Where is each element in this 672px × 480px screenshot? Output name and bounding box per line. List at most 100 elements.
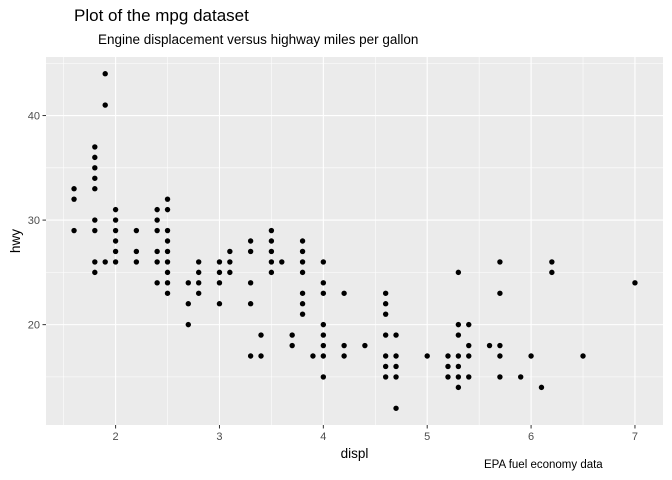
data-point bbox=[538, 384, 545, 391]
data-point bbox=[195, 290, 202, 296]
data-point bbox=[393, 332, 399, 338]
data-point bbox=[133, 259, 140, 265]
data-point bbox=[299, 301, 306, 307]
data-point bbox=[71, 227, 77, 234]
data-point bbox=[268, 259, 275, 265]
data-point bbox=[393, 353, 399, 359]
data-point bbox=[164, 290, 171, 296]
data-point bbox=[164, 227, 171, 234]
data-point bbox=[289, 332, 295, 338]
data-point bbox=[445, 353, 451, 359]
data-point bbox=[424, 353, 430, 359]
y-axis-ticks: 20 30 40 bbox=[28, 111, 46, 332]
x-tick-label: 7 bbox=[632, 431, 638, 443]
data-point bbox=[497, 374, 503, 380]
data-point bbox=[133, 227, 140, 234]
data-point bbox=[382, 353, 389, 359]
data-point bbox=[258, 353, 264, 359]
y-tick-label: 30 bbox=[28, 215, 40, 227]
data-point bbox=[216, 301, 223, 307]
data-point bbox=[102, 259, 108, 265]
data-point bbox=[382, 290, 389, 296]
data-point bbox=[382, 311, 389, 317]
data-point bbox=[154, 259, 160, 265]
data-point bbox=[455, 363, 462, 370]
data-point bbox=[71, 196, 77, 202]
data-point bbox=[382, 301, 389, 307]
data-point bbox=[466, 321, 472, 328]
data-point bbox=[247, 353, 254, 359]
data-point bbox=[195, 280, 202, 286]
data-point bbox=[164, 206, 171, 213]
data-point bbox=[92, 217, 98, 223]
data-point bbox=[154, 248, 160, 255]
data-point bbox=[92, 165, 98, 171]
data-point bbox=[466, 342, 472, 349]
data-point bbox=[299, 269, 306, 276]
data-point bbox=[247, 248, 254, 255]
data-point bbox=[497, 290, 503, 296]
data-point bbox=[455, 269, 462, 276]
x-axis-title: displ bbox=[341, 446, 369, 461]
data-point bbox=[185, 301, 192, 307]
data-point bbox=[310, 353, 316, 359]
data-point bbox=[393, 405, 399, 411]
data-point bbox=[112, 248, 119, 255]
data-point bbox=[549, 259, 555, 265]
data-point bbox=[247, 280, 254, 286]
x-axis-ticks: 2 3 4 5 6 7 bbox=[113, 425, 638, 443]
data-point bbox=[320, 353, 327, 359]
data-point bbox=[216, 259, 223, 265]
data-point bbox=[320, 280, 327, 286]
data-point bbox=[154, 217, 160, 223]
data-points bbox=[71, 71, 638, 411]
data-point bbox=[247, 238, 254, 244]
data-point bbox=[455, 332, 462, 338]
data-point bbox=[299, 290, 306, 296]
data-point bbox=[227, 259, 233, 265]
x-tick-label: 2 bbox=[113, 431, 119, 443]
data-point bbox=[528, 353, 534, 359]
data-point bbox=[299, 311, 306, 317]
data-point bbox=[71, 186, 77, 192]
data-point bbox=[445, 374, 451, 380]
data-point bbox=[393, 363, 399, 370]
data-point bbox=[92, 227, 98, 234]
data-point bbox=[320, 321, 327, 328]
data-point bbox=[320, 259, 327, 265]
data-point bbox=[227, 269, 233, 276]
data-point bbox=[227, 248, 233, 255]
data-point bbox=[185, 280, 192, 286]
data-point bbox=[164, 280, 171, 286]
data-point bbox=[299, 259, 306, 265]
data-point bbox=[632, 280, 638, 286]
y-axis-title: hwy bbox=[8, 229, 23, 253]
data-point bbox=[320, 374, 327, 380]
data-point bbox=[445, 363, 451, 370]
data-point bbox=[268, 248, 275, 255]
x-tick-label: 5 bbox=[424, 431, 430, 443]
chart-title: Plot of the mpg dataset bbox=[74, 6, 249, 25]
data-point bbox=[466, 374, 472, 380]
y-tick-label: 20 bbox=[28, 320, 40, 332]
x-tick-label: 6 bbox=[528, 431, 534, 443]
data-point bbox=[92, 144, 98, 150]
data-point bbox=[455, 353, 462, 359]
data-point bbox=[92, 154, 98, 161]
data-point bbox=[164, 196, 171, 202]
data-point bbox=[341, 342, 347, 349]
data-point bbox=[455, 374, 462, 380]
data-point bbox=[92, 269, 98, 276]
data-point bbox=[320, 332, 327, 338]
data-point bbox=[382, 374, 389, 380]
data-point bbox=[258, 332, 264, 338]
data-point bbox=[164, 269, 171, 276]
data-point bbox=[268, 269, 275, 276]
data-point bbox=[497, 259, 503, 265]
data-point bbox=[195, 259, 202, 265]
data-point bbox=[112, 206, 119, 213]
data-point bbox=[320, 290, 327, 296]
data-point bbox=[393, 374, 399, 380]
data-point bbox=[195, 269, 202, 276]
